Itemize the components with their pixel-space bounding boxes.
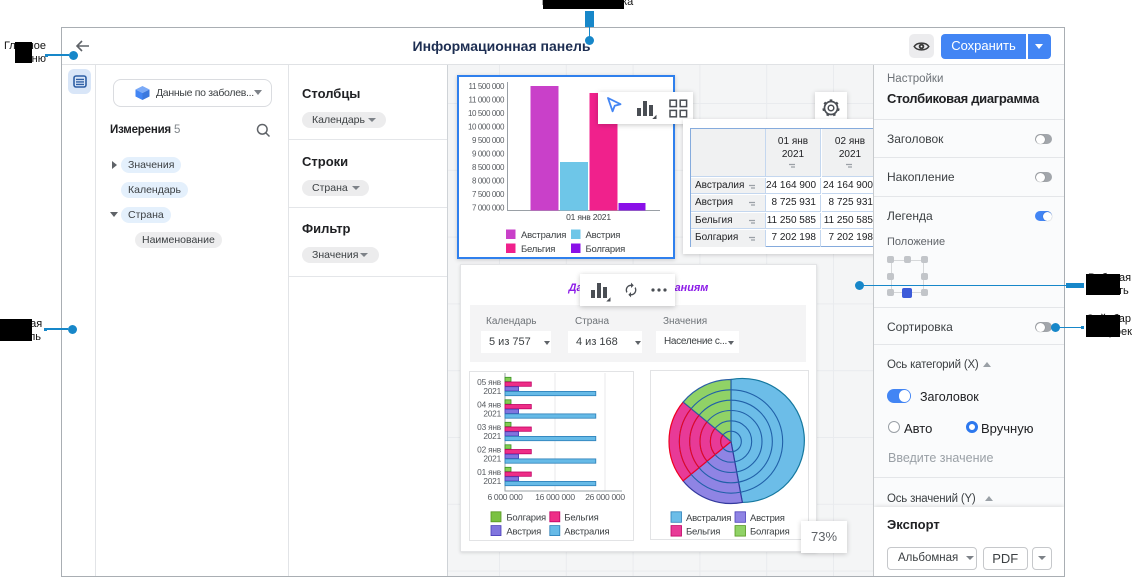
svg-text:16 000 000: 16 000 000	[535, 492, 575, 502]
svg-text:8 500 000: 8 500 000	[472, 163, 505, 172]
svg-text:Бельгия: Бельгия	[564, 513, 598, 524]
svg-text:03 янв: 03 янв	[477, 422, 502, 432]
svg-text:Австралия: Австралия	[564, 526, 609, 537]
svg-text:Австрия: Австрия	[506, 526, 541, 537]
svg-text:Болгария: Болгария	[506, 513, 546, 524]
svg-text:2021: 2021	[483, 431, 501, 441]
svg-text:Болгария: Болгария	[750, 527, 790, 538]
svg-text:04 янв: 04 янв	[477, 400, 502, 410]
svg-text:Болгария: Болгария	[586, 244, 626, 255]
svg-text:11 000 000: 11 000 000	[469, 96, 505, 105]
svg-text:05 янв: 05 янв	[477, 377, 502, 387]
svg-text:2021: 2021	[483, 454, 501, 464]
svg-text:7 500 000: 7 500 000	[472, 190, 505, 199]
svg-text:9 000 000: 9 000 000	[472, 150, 505, 159]
svg-text:2021: 2021	[483, 476, 501, 486]
svg-text:Австрия: Австрия	[750, 513, 785, 524]
svg-text:Бельгия: Бельгия	[686, 527, 720, 538]
svg-text:7 000 000: 7 000 000	[472, 204, 505, 213]
svg-text:10 000 000: 10 000 000	[468, 123, 505, 132]
svg-text:Бельгия: Бельгия	[521, 244, 555, 255]
svg-text:8 000 000: 8 000 000	[472, 177, 505, 186]
svg-text:02 янв: 02 янв	[477, 445, 502, 455]
svg-text:01 янв: 01 янв	[477, 467, 502, 477]
svg-text:2021: 2021	[483, 409, 501, 419]
svg-text:26 000 000: 26 000 000	[585, 492, 625, 502]
svg-text:Австрия: Австрия	[586, 230, 621, 241]
svg-text:11 500 000: 11 500 000	[469, 82, 505, 91]
svg-text:Австралия: Австралия	[686, 513, 731, 524]
svg-text:9 500 000: 9 500 000	[472, 136, 505, 145]
svg-text:2021: 2021	[483, 386, 501, 396]
svg-text:10 500 000: 10 500 000	[468, 109, 505, 118]
svg-text:01 янв 2021: 01 янв 2021	[566, 212, 611, 222]
svg-text:6 000 000: 6 000 000	[487, 492, 523, 502]
svg-text:Австралия: Австралия	[521, 230, 566, 241]
